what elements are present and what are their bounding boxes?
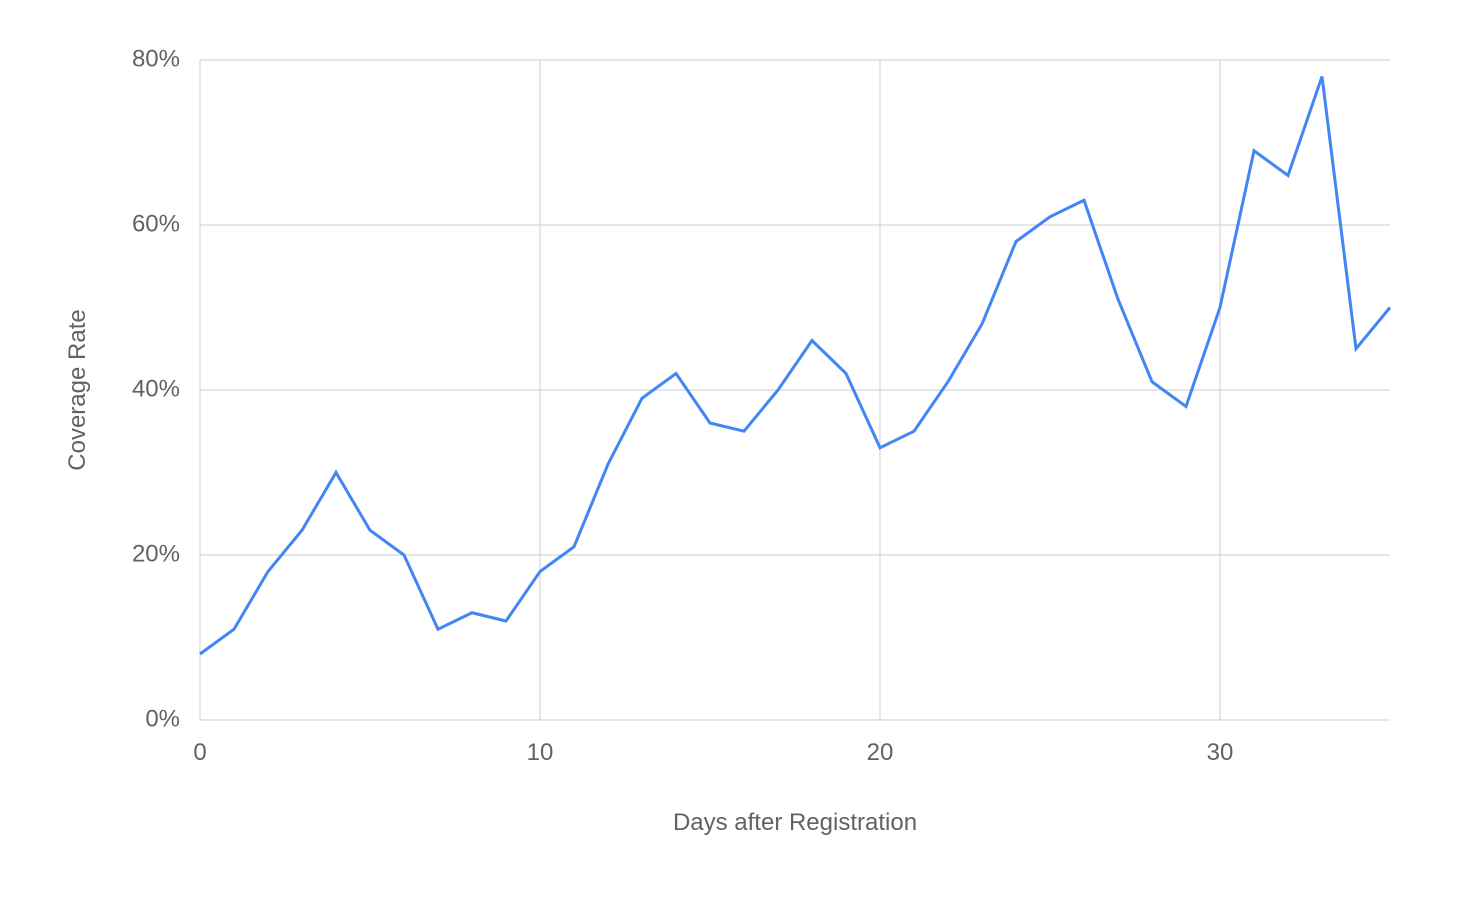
y-tick-label: 40% <box>132 375 180 402</box>
x-tick-label: 0 <box>193 739 206 766</box>
chart-svg: 0% 20% 40% 60% 80% 0 10 20 30 Coverage Rate Days a… <box>0 0 1476 912</box>
x-tick-label: 10 <box>527 739 554 766</box>
y-tick-label: 0% <box>145 705 180 732</box>
y-tick-label: 80% <box>132 45 180 72</box>
y-tick-label: 20% <box>132 540 180 567</box>
x-tick-label: 20 <box>867 739 894 766</box>
y-axis-label: Coverage Rate <box>64 309 91 470</box>
x-axis-label: Days after Registration <box>673 809 917 836</box>
chart-bg <box>0 0 1476 912</box>
coverage-line-chart: 0% 20% 40% 60% 80% 0 10 20 30 Coverage Rate Days a… <box>0 0 1476 912</box>
x-tick-label: 30 <box>1207 739 1234 766</box>
y-tick-label: 60% <box>132 210 180 237</box>
